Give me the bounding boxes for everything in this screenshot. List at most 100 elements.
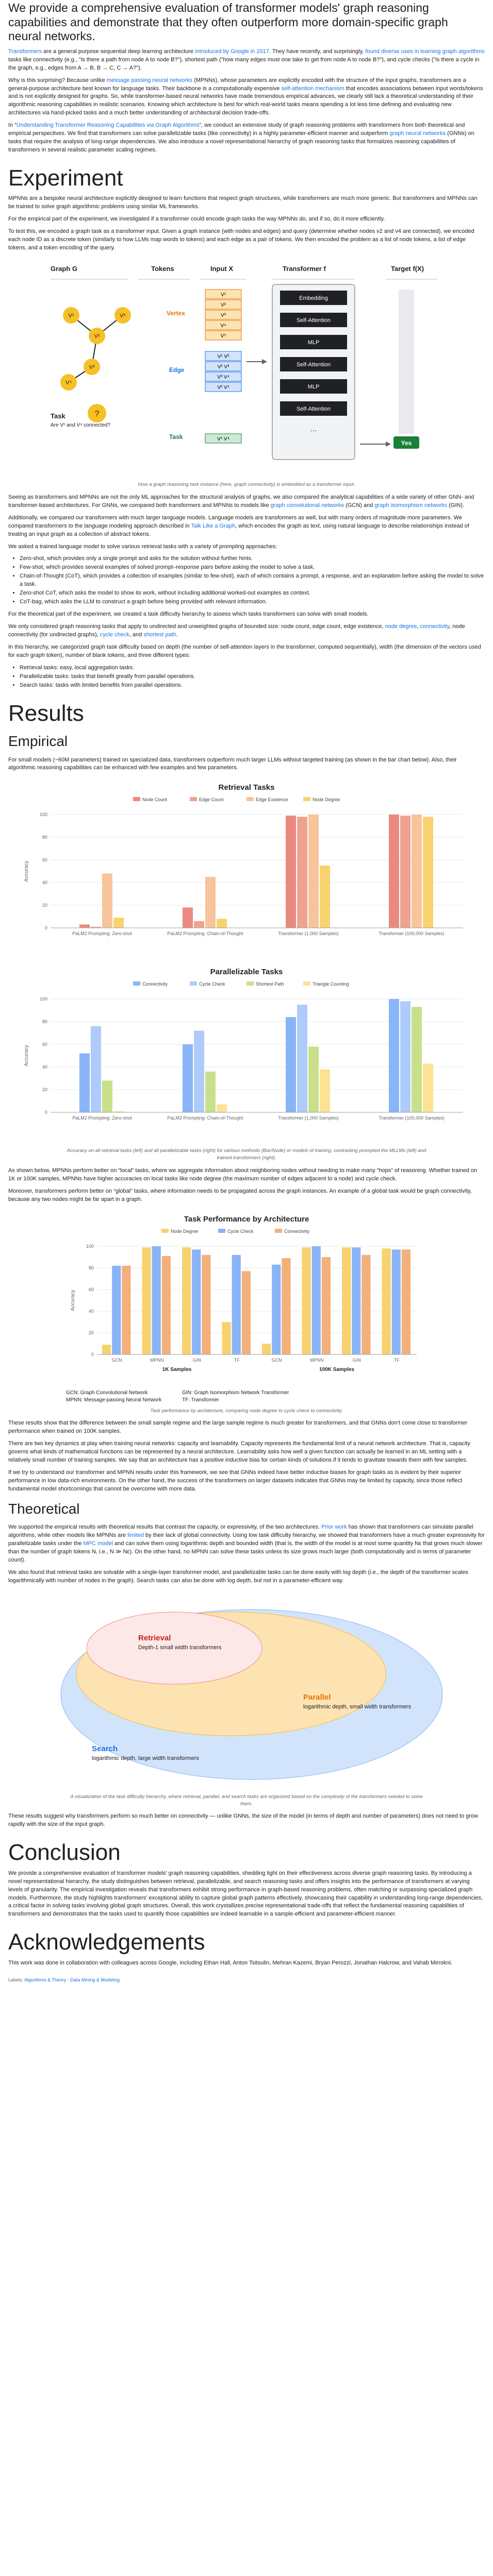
gin-link[interactable]: graph isomorphism networks bbox=[374, 502, 448, 509]
text: are a general purpose sequential deep le… bbox=[42, 48, 195, 55]
experiment-paragraph-3: To test this, we encoded a graph task as… bbox=[8, 228, 474, 251]
bar bbox=[91, 1026, 101, 1113]
legend-label: Shortest Path bbox=[256, 981, 284, 987]
bar bbox=[297, 817, 307, 928]
list-item: Search tasks: tasks with limited benefit… bbox=[20, 682, 485, 690]
google-2017-link[interactable]: introduced by Google in 2017 bbox=[195, 48, 269, 55]
intro-paragraph-3: In “Understanding Transformer Reasoning … bbox=[8, 122, 485, 155]
bar bbox=[321, 1257, 331, 1354]
vertex-token-label: V⁵ bbox=[221, 333, 226, 339]
graph-label: Graph G bbox=[51, 265, 77, 273]
mpnn-link[interactable]: message passing neural networks bbox=[106, 77, 193, 83]
list-item: Zero-shot CoT, which asks the model to s… bbox=[20, 589, 485, 598]
diagram-caption: How a graph reasoning task instance (her… bbox=[138, 482, 355, 488]
labels-sep: · bbox=[66, 1977, 71, 1982]
talk-like-graph-link[interactable]: Talk Like a Graph bbox=[191, 522, 236, 529]
chart-title: Retrieval Tasks bbox=[219, 783, 275, 792]
edge-token bbox=[205, 351, 242, 361]
task-question: Are V¹ and V⁴ connected? bbox=[51, 422, 110, 428]
bar bbox=[152, 1246, 161, 1354]
hierarchy-diagram: Retrieval Depth-1 small width transforme… bbox=[35, 1591, 458, 1787]
tokens-label: Tokens bbox=[151, 265, 174, 273]
bar bbox=[389, 999, 399, 1113]
block-label: MLP bbox=[308, 340, 320, 346]
intro-paragraph-1: Transformers are a general purpose seque… bbox=[8, 48, 485, 73]
lead-heading: We provide a comprehensive evaluation of… bbox=[8, 1, 448, 43]
graph-algorithms-link[interactable]: found diverse uses in learning graph alg… bbox=[365, 48, 485, 55]
transformers-link[interactable]: Transformers bbox=[8, 48, 42, 55]
task-token-text: V¹ V⁴ bbox=[217, 436, 229, 442]
answer-badge bbox=[393, 436, 419, 449]
text: , node connectivity (for undirected grap… bbox=[8, 623, 465, 638]
bar bbox=[205, 1072, 216, 1113]
graph-node bbox=[63, 307, 79, 324]
paper-link[interactable]: Understanding Transformer Reasoning Capa… bbox=[16, 122, 200, 129]
cycle-check-link[interactable]: cycle check bbox=[100, 631, 129, 638]
arrow-head-icon bbox=[262, 359, 267, 365]
self-attention-link[interactable]: self-attention mechanism bbox=[281, 85, 344, 92]
y-tick-label: 40 bbox=[42, 1064, 47, 1070]
x-tick-label: PaLM2 Prompting: Zero-shot bbox=[72, 931, 132, 936]
text: , bbox=[417, 623, 420, 630]
edge-token bbox=[205, 361, 242, 371]
label-algorithms-link[interactable]: Algorithms & Theory bbox=[24, 1977, 67, 1982]
experiment-paragraph-2: For the empirical part of the experiment… bbox=[8, 216, 385, 223]
arch-legend-gcn: GCN: Graph Convolutional Network bbox=[66, 1389, 148, 1396]
answer-text: Yes bbox=[401, 439, 412, 447]
arch-legend: GCN: Graph Convolutional Network MPNN: M… bbox=[66, 1389, 427, 1404]
bar bbox=[232, 1255, 241, 1354]
input-label: Input X bbox=[210, 265, 233, 273]
empirical-heading: Empirical bbox=[8, 733, 68, 749]
bar bbox=[183, 907, 193, 928]
sample-group-label: 1K Samples bbox=[162, 1367, 192, 1372]
graph-node bbox=[84, 359, 100, 376]
text: and can solve them using logarithmic dep… bbox=[8, 1540, 483, 1564]
legend-swatch bbox=[133, 797, 140, 802]
y-tick-label: 0 bbox=[45, 1110, 47, 1115]
bar bbox=[361, 1255, 371, 1354]
experiment-heading: Experiment bbox=[8, 165, 123, 191]
list-item: Few-shot, which provides several example… bbox=[20, 564, 485, 572]
x-tick-label: MPNN bbox=[310, 1358, 324, 1363]
bar bbox=[423, 1063, 433, 1113]
architecture-chart-svg: Task Performance by Architecture Node Deg… bbox=[70, 1215, 417, 1372]
sample-group-label: 100K Samples bbox=[319, 1367, 354, 1372]
block bbox=[280, 313, 347, 328]
bar bbox=[320, 866, 330, 928]
text: Why is this surprising? Because unlike bbox=[8, 77, 107, 83]
mpc-model-link[interactable]: MPC model bbox=[83, 1540, 113, 1547]
bar bbox=[272, 1264, 281, 1354]
intro-paragraph-2: Why is this surprising? Because unlike m… bbox=[8, 77, 485, 118]
legend-label: Cycle Check bbox=[227, 1229, 254, 1234]
bar bbox=[286, 816, 296, 928]
label-data-mining-link[interactable]: Data Mining & Modeling bbox=[70, 1977, 120, 1982]
connectivity-link[interactable]: connectivity bbox=[420, 623, 450, 630]
gcn-link[interactable]: graph convolutional networks bbox=[270, 502, 344, 509]
x-tick-label: MPNN bbox=[150, 1358, 164, 1363]
bar bbox=[142, 1247, 151, 1354]
list-item: Chain-of-Thought (CoT), which provides a… bbox=[20, 572, 485, 589]
legend-swatch bbox=[190, 797, 197, 802]
bar bbox=[286, 1017, 296, 1113]
chart-title: Task Performance by Architecture bbox=[184, 1215, 309, 1224]
bar bbox=[113, 1111, 124, 1113]
edge-token bbox=[205, 371, 242, 382]
bar bbox=[161, 1256, 171, 1354]
block bbox=[280, 335, 347, 350]
y-tick-label: 60 bbox=[89, 1287, 94, 1292]
edge-token-label: V¹ V² bbox=[218, 354, 229, 360]
limited-link[interactable]: limited bbox=[127, 1532, 144, 1539]
labels-prefix: Labels: bbox=[8, 1977, 25, 1982]
gnn-link[interactable]: graph neural networks bbox=[389, 130, 446, 137]
edge-tokens: V¹ V² V² V³ V³ V⁴ V² V⁵ bbox=[205, 351, 242, 392]
vertex-token-label: V² bbox=[221, 302, 226, 308]
shortest-path-link[interactable]: shortest path bbox=[143, 631, 176, 638]
bar bbox=[194, 1030, 204, 1113]
text: We supported the empirical results with … bbox=[8, 1524, 322, 1531]
prior-work-link[interactable]: Prior work bbox=[321, 1524, 347, 1531]
text: In “ bbox=[8, 122, 17, 129]
block-label: Self-Attention bbox=[297, 406, 331, 412]
node-degree-link[interactable]: node degree bbox=[385, 623, 417, 630]
block-label: MLP bbox=[308, 384, 320, 390]
bar bbox=[217, 1104, 227, 1113]
